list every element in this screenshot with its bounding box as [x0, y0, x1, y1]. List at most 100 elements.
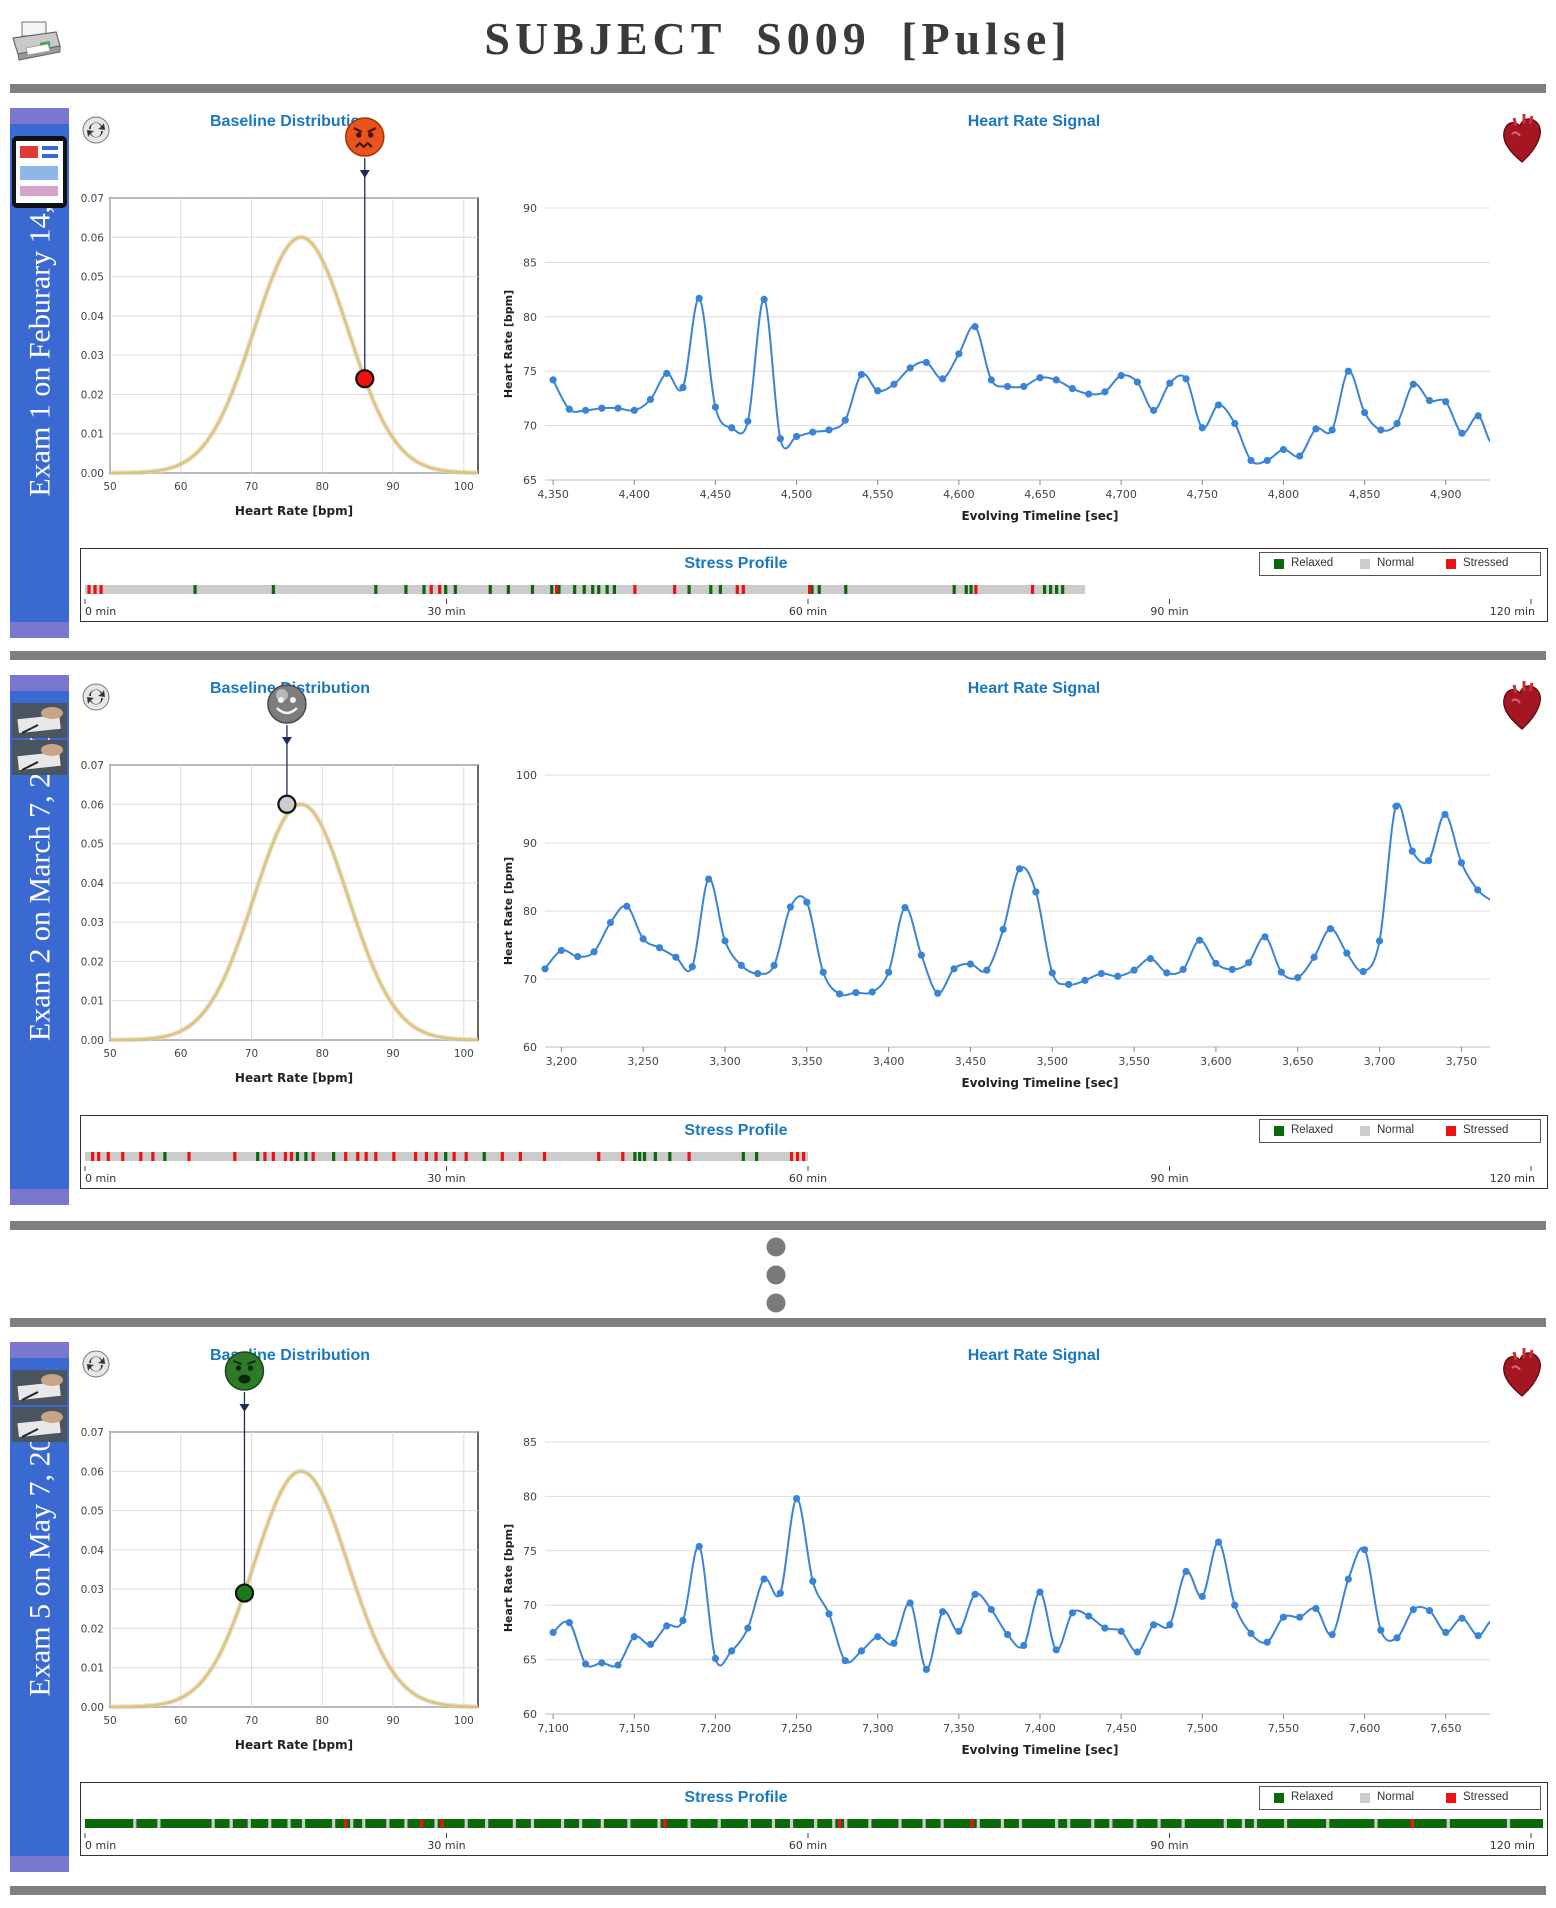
x-tick-label: 3,650 [1282, 1055, 1314, 1068]
normal-segment [485, 1819, 489, 1828]
stressed-segment [838, 1819, 842, 1828]
x-tick-label: 7,550 [1268, 1722, 1300, 1735]
data-point [1228, 965, 1236, 974]
normal-segment [362, 1819, 366, 1828]
x-tick-label: 7,150 [619, 1722, 651, 1735]
y-axis-label: Heart Rate [bpm] [502, 1524, 515, 1632]
x-tick-label: 100 [454, 481, 474, 493]
data-point [1003, 382, 1012, 391]
x-tick-label: 7,350 [943, 1722, 975, 1735]
legend-swatch-relaxed [1274, 1793, 1284, 1803]
relaxed-segment [256, 1152, 260, 1161]
data-point [606, 918, 615, 927]
y-tick-label: 0.03 [81, 1584, 104, 1596]
refresh-icon[interactable] [82, 683, 110, 711]
normal-segment [922, 1819, 926, 1828]
relaxed-segment [817, 585, 821, 594]
data-point [1020, 382, 1028, 391]
x-axis-label: Evolving Timeline [sec] [961, 1743, 1118, 1757]
relaxed-segment [193, 585, 197, 594]
data-point [1360, 1546, 1369, 1554]
stressed-segment [687, 1152, 691, 1161]
x-tick-label: 4,750 [1187, 488, 1219, 501]
data-point [1442, 398, 1450, 406]
x-tick-label: 3,550 [1118, 1055, 1150, 1068]
y-tick-label: 0.02 [81, 956, 104, 968]
normal-segment [844, 1819, 848, 1828]
normal-segment [1018, 1819, 1023, 1828]
data-point [1458, 429, 1466, 437]
stressed-segment [289, 1152, 294, 1161]
data-point [792, 432, 801, 441]
normal-segment [747, 1819, 751, 1828]
printer-icon[interactable] [10, 20, 62, 62]
x-tick-label: 3,600 [1200, 1055, 1232, 1068]
x-tick-label: 4,850 [1349, 488, 1381, 501]
stress-legend: Relaxed Normal Stressed [1259, 1119, 1541, 1143]
heart-shape [1503, 685, 1541, 730]
time-tick-label: 120 min [1490, 1839, 1535, 1852]
legend-swatch-stressed [1446, 559, 1456, 569]
relaxed-segment [754, 1152, 759, 1161]
normal-segment [1253, 1819, 1258, 1828]
y-tick-label: 0.00 [81, 1035, 104, 1047]
time-tick-label: 30 min [427, 1839, 465, 1852]
data-point [874, 1633, 882, 1641]
data-point [541, 965, 549, 973]
data-point [1408, 847, 1416, 855]
x-tick-label: 3,450 [955, 1055, 987, 1068]
data-point [1425, 857, 1433, 865]
data-point [760, 295, 768, 303]
normal-segment [832, 1819, 836, 1828]
data-point [614, 404, 622, 412]
time-tick-label: 120 min [1490, 1172, 1535, 1185]
relaxed-segment [295, 1152, 300, 1161]
legend-label-relaxed: Relaxed [1291, 1791, 1334, 1803]
y-tick-label: 80 [523, 311, 537, 324]
data-point [598, 1659, 606, 1667]
y-tick-label: 0.03 [81, 917, 104, 929]
data-point [939, 375, 947, 383]
data-point [857, 370, 866, 379]
refresh-icon[interactable] [82, 116, 110, 144]
normal-segment [1157, 1819, 1161, 1828]
normal-segment [1446, 1819, 1450, 1828]
data-point [1360, 408, 1369, 417]
normal-segment [332, 1819, 336, 1828]
refresh-icon[interactable] [82, 1350, 110, 1378]
data-point [1263, 1638, 1271, 1646]
relaxed-segment [444, 585, 448, 594]
legend-swatch-stressed [1446, 1793, 1456, 1803]
relaxed-segment [557, 585, 561, 594]
data-point [646, 395, 655, 404]
marker-arrow [281, 737, 292, 745]
legend-swatch-relaxed [1274, 559, 1284, 569]
data-point [1015, 865, 1024, 873]
data-point [1310, 953, 1318, 961]
refresh-disc [82, 683, 110, 711]
data-point [971, 322, 979, 331]
open-mouth [238, 1374, 251, 1384]
x-tick-label: 100 [454, 1048, 474, 1060]
time-tick-label: 30 min [427, 1172, 465, 1185]
stressed-segment [91, 1152, 95, 1161]
baseline-plot-frame [109, 1431, 479, 1708]
data-point [1375, 937, 1384, 945]
heart-highlight [1511, 1365, 1521, 1371]
refresh-arrow [89, 689, 105, 697]
x-tick-label: 70 [245, 1715, 258, 1727]
y-tick-label: 65 [523, 1654, 537, 1667]
section-divider [10, 1318, 1546, 1327]
data-point [1474, 886, 1482, 894]
data-point [565, 1619, 573, 1627]
normal-segment [211, 1819, 215, 1828]
data-point [857, 1647, 866, 1655]
x-tick-label: 7,400 [1024, 1722, 1056, 1735]
stressed-segment [621, 1152, 625, 1161]
x-tick-label: 7,300 [862, 1722, 894, 1735]
exam-spine: Exam 5 on May 7, 2013 [10, 1342, 69, 1872]
x-tick-label: 7,200 [700, 1722, 732, 1735]
relaxed-segment [1061, 585, 1065, 594]
